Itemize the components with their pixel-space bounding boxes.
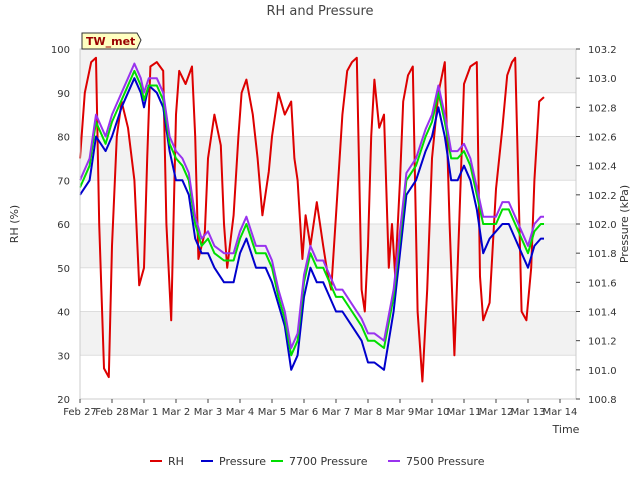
series-line-7500-pressure <box>79 62 544 349</box>
y-right-tick-label: 102.6 <box>588 133 617 144</box>
x-tick-label: Mar 4 <box>226 407 254 418</box>
y-right-tick-label: 101.2 <box>588 337 617 348</box>
y-left-tick-label: 70 <box>57 176 70 187</box>
x-tick-label: Mar 12 <box>479 407 514 418</box>
y-right-tick-label: 102.4 <box>588 162 617 173</box>
x-tick-label: Mar 14 <box>543 407 578 418</box>
x-tick-label: Mar 8 <box>354 407 382 418</box>
x-tick-label: Mar 6 <box>290 407 318 418</box>
station-label-box: TW_met <box>81 32 142 50</box>
y-left-tick-label: 60 <box>57 220 70 231</box>
y-right-tick-label: 101.8 <box>588 249 617 260</box>
legend-label: Pressure <box>219 455 266 468</box>
y-left-tick-label: 30 <box>57 351 70 362</box>
background-band <box>80 136 576 181</box>
series-line-7700-pressure <box>79 69 544 357</box>
y-left-tick-label: 90 <box>57 89 70 100</box>
y-right-tick-label: 101.6 <box>588 278 617 289</box>
x-tick-label: Mar 9 <box>386 407 414 418</box>
x-tick-label: Feb 27 <box>63 407 97 418</box>
x-axis-title: Time <box>552 423 580 436</box>
series-line-pressure <box>79 77 544 371</box>
y-right-tick-label: 100.8 <box>588 395 617 406</box>
x-tick-label: Mar 2 <box>162 407 190 418</box>
y-left-tick-label: 80 <box>57 133 70 144</box>
y-right-tick-label: 103.0 <box>588 74 617 85</box>
station-label-background <box>81 32 142 50</box>
y-left-tick-label: 50 <box>57 264 70 275</box>
y-axis-left-title: RH (%) <box>8 205 21 243</box>
y-left-tick-label: 100 <box>51 45 70 56</box>
x-tick-label: Mar 3 <box>194 407 222 418</box>
x-tick-label: Mar 7 <box>322 407 350 418</box>
background-band <box>80 311 576 356</box>
y-axis-left: 20 30 40 50 60 70 80 90 100 <box>51 45 70 406</box>
y-axis-right: 100.8 101.0 101.2 101.4 101.6 101.8 102.0 102.2… <box>576 45 617 406</box>
background-band <box>80 224 576 268</box>
y-right-tick-label: 102.0 <box>588 220 617 231</box>
legend-label: RH <box>168 455 184 468</box>
x-tick-label: Mar 13 <box>511 407 546 418</box>
legend-label: 7700 Pressure <box>289 455 368 468</box>
x-tick-label: Feb 28 <box>95 407 129 418</box>
y-right-tick-label: 103.2 <box>588 45 617 56</box>
x-tick-label: Mar 11 <box>447 407 482 418</box>
y-right-tick-label: 102.8 <box>588 103 617 114</box>
y-right-tick-label: 101.0 <box>588 366 617 377</box>
legend-label: 7500 Pressure <box>406 455 485 468</box>
x-tick-label: Mar 5 <box>258 407 286 418</box>
x-tick-label: Mar 1 <box>130 407 158 418</box>
series-line-rh <box>79 56 545 383</box>
y-right-tick-label: 102.2 <box>588 191 617 202</box>
chart-title: RH and Pressure <box>266 4 373 19</box>
x-tick-label: Mar 10 <box>415 407 450 418</box>
y-left-tick-label: 40 <box>57 308 70 319</box>
y-right-tick-label: 101.4 <box>588 308 617 319</box>
station-label: TW_met <box>86 35 135 48</box>
y-axis-right-title: Pressure (kPa) <box>618 185 631 263</box>
series-lines <box>79 56 545 383</box>
y-left-tick-label: 20 <box>57 395 70 406</box>
legend: RH Pressure 7700 Pressure 7500 Pressure <box>150 455 485 468</box>
